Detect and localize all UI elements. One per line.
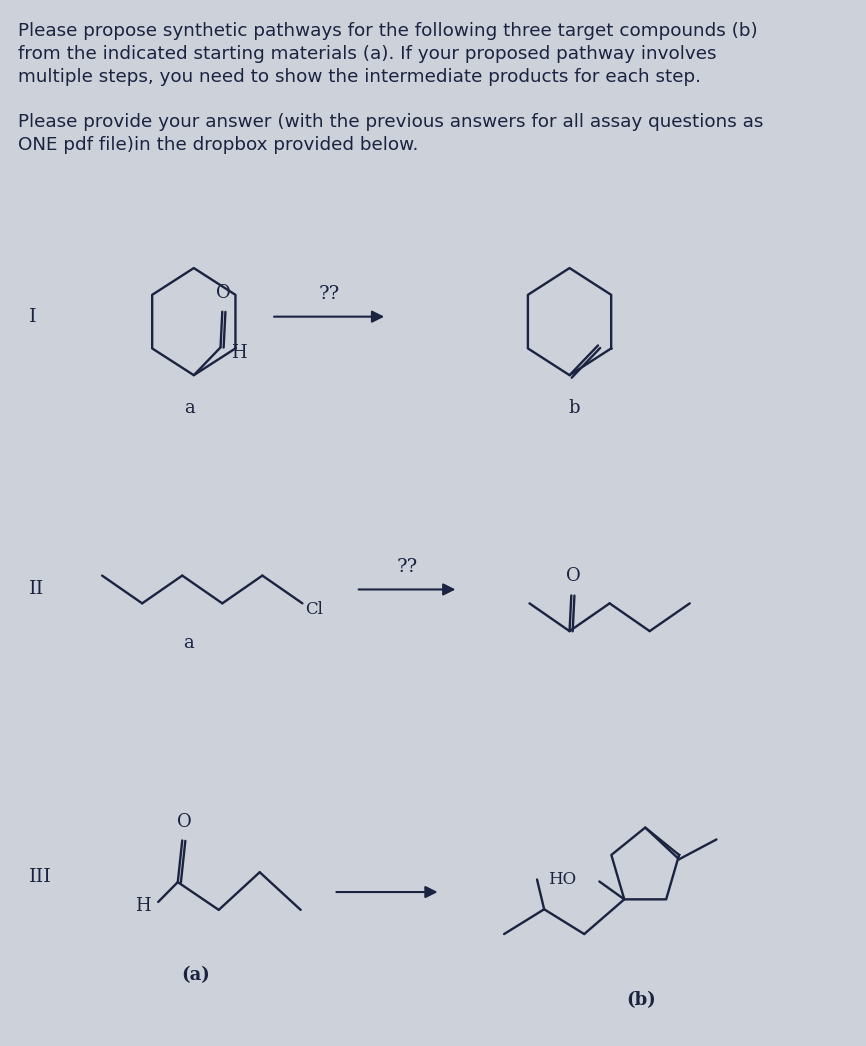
Text: O: O — [177, 813, 191, 831]
Text: from the indicated starting materials (a). If your proposed pathway involves: from the indicated starting materials (a… — [18, 45, 717, 63]
Text: ??: ?? — [319, 285, 339, 302]
Text: a: a — [184, 634, 194, 652]
Text: (a): (a) — [181, 967, 210, 984]
Text: H: H — [231, 344, 247, 362]
Text: O: O — [565, 568, 580, 586]
Text: b: b — [568, 399, 579, 417]
Text: multiple steps, you need to show the intermediate products for each step.: multiple steps, you need to show the int… — [18, 68, 701, 86]
Text: ??: ?? — [397, 558, 417, 575]
Text: (b): (b) — [626, 992, 656, 1009]
Text: Please propose synthetic pathways for the following three target compounds (b): Please propose synthetic pathways for th… — [18, 22, 758, 40]
Text: HO: HO — [548, 871, 576, 888]
Text: I: I — [29, 308, 36, 325]
Text: ONE pdf file)in the dropbox provided below.: ONE pdf file)in the dropbox provided bel… — [18, 136, 419, 154]
Text: II: II — [29, 581, 44, 598]
Text: III: III — [29, 868, 52, 886]
Text: O: O — [216, 283, 230, 302]
Text: Cl: Cl — [305, 600, 323, 618]
Text: Please provide your answer (with the previous answers for all assay questions as: Please provide your answer (with the pre… — [18, 113, 764, 132]
Text: H: H — [135, 896, 151, 915]
Text: a: a — [184, 399, 195, 417]
